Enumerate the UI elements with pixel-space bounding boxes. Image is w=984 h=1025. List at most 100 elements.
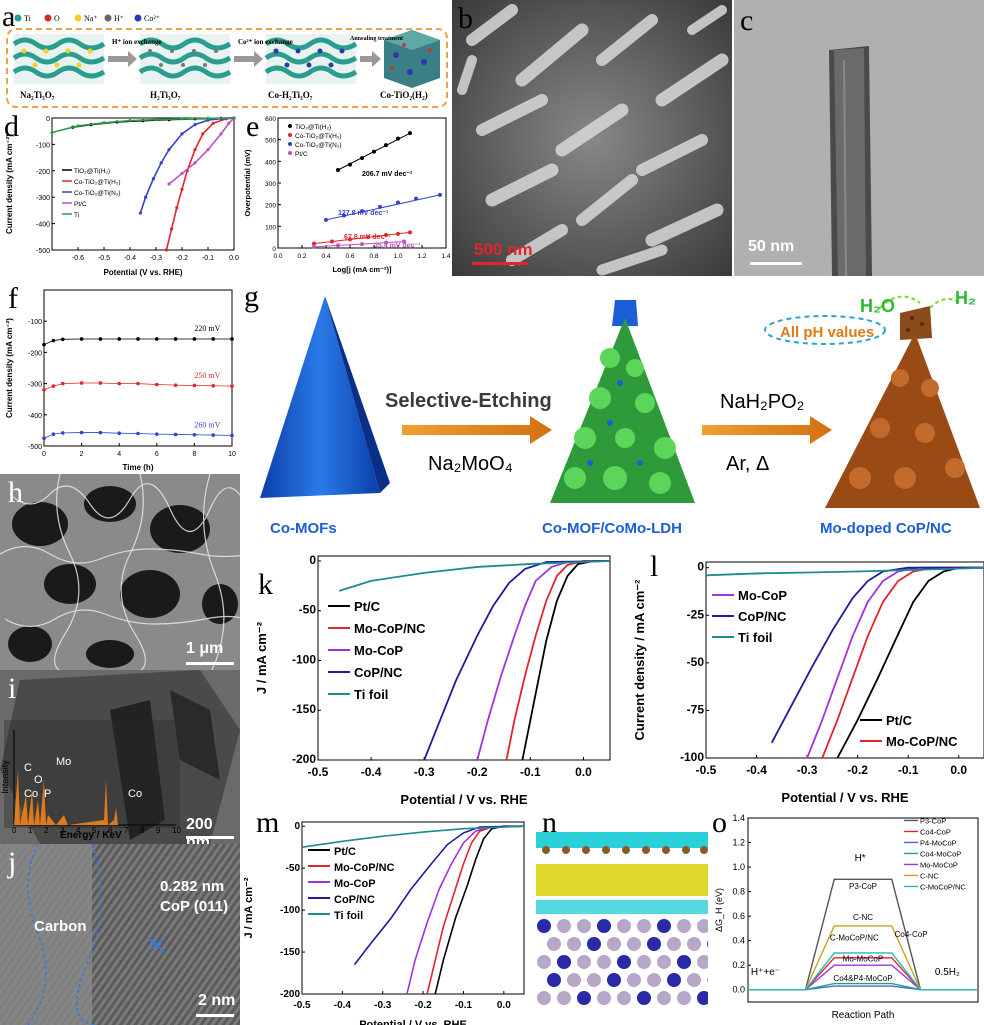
panel-c: c 50 nm (734, 0, 984, 276)
series-line-C-MoCoP/NC (748, 952, 978, 991)
y-tick-label: -500 (36, 248, 50, 255)
atom-sphere (577, 919, 591, 933)
panel-b: b 500 nm (452, 0, 732, 276)
legend-label: Co-TiO₂@Ti(H₂) (74, 179, 121, 186)
y-tick-label: 1.4 (732, 813, 745, 823)
atom-sphere (597, 955, 611, 969)
atom-sphere (557, 991, 571, 1005)
y-axis-label: ΔG_H (eV) (714, 888, 724, 932)
y-tick-label: -150 (292, 702, 316, 716)
data-point (144, 195, 148, 199)
eds-peak-co1: Co (24, 788, 39, 800)
data-point (159, 161, 163, 165)
panel-k: -0.5 -0.4 -0.3 -0.2 -0.1 0.0 -200 -150 -100 -50 0 P… (240, 542, 630, 810)
panel-g: g (240, 278, 984, 542)
legend-marker (288, 151, 292, 155)
eds-tick-label: 9 (156, 826, 161, 835)
scale-bar (186, 662, 234, 665)
scale-bar (472, 262, 528, 265)
state-label: H* (855, 853, 866, 864)
panel-a: a Ti O Na⁺ H⁺ Co²⁺ (0, 0, 450, 108)
data-point (175, 206, 179, 210)
data-point (117, 381, 121, 386)
y-tick-label: -75 (687, 702, 705, 716)
legend-label: TiO₂@Ti(H₂) (295, 124, 331, 131)
panel-label-e: e (246, 110, 260, 143)
atom-sphere (537, 991, 551, 1005)
eds-tick-label: 5 (92, 826, 97, 835)
y-tick-label: 1.0 (732, 862, 745, 872)
ph-ellipse (764, 315, 886, 345)
data-point (50, 130, 54, 135)
scale-bar (186, 836, 234, 839)
y-tick-label: -50 (286, 863, 301, 874)
data-point (98, 430, 103, 435)
data-point (42, 436, 46, 440)
co-mof-pyramid (260, 296, 380, 498)
y-tick-label: -100 (680, 750, 704, 764)
x-tick-label: -0.1 (520, 765, 541, 779)
carbon-label: Carbon (34, 918, 87, 935)
x-tick-label: 1.0 (393, 253, 402, 260)
data-point (192, 337, 197, 341)
x-tick-label: 8 (192, 451, 196, 458)
synthesis-scheme: Ti O Na⁺ H⁺ Co²⁺ (12, 14, 440, 100)
atom-sphere (597, 919, 611, 933)
atom-sphere (537, 919, 551, 933)
structure-h2ti3o7 (138, 34, 232, 84)
y-tick-label: 500 (265, 138, 276, 145)
y-tick-label: 100 (265, 224, 276, 231)
panel-label-g: g (244, 280, 259, 313)
scale-bar (750, 262, 802, 265)
mo-doped-cop-pyramid (825, 306, 980, 508)
panel-label-n: n (542, 808, 557, 839)
x-axis-label: Reaction Path (832, 1010, 895, 1021)
x-tick-label: 0.6 (345, 253, 354, 260)
data-point (232, 116, 236, 120)
eds-peak-co2: Co (128, 788, 143, 800)
scale-bar (196, 1014, 234, 1017)
slope-label: 127.8 mV dec⁻¹ (338, 210, 389, 217)
legend-label: CoP/NC (738, 609, 787, 624)
data-point (167, 148, 171, 152)
x-tick-label: -0.4 (361, 765, 382, 779)
y-tick-label: 300 (265, 181, 276, 188)
y-tick-label: -300 (28, 382, 42, 389)
legend-swatch (104, 14, 112, 22)
y-axis-label: Current density (mA cm⁻²) (5, 318, 14, 418)
annotation: C-MoCoP/NC (830, 934, 879, 943)
data-point (136, 381, 140, 386)
legend-swatch (14, 14, 22, 22)
data-point (173, 432, 178, 437)
eds-peak-o: O (34, 774, 43, 786)
eds-tick-label: 7 (124, 826, 129, 835)
legend-swatch (74, 14, 82, 22)
arrow-label-1: H⁺ ion exchange (112, 38, 162, 46)
data-point (138, 211, 142, 215)
scale-bar-label: 1 μm (186, 640, 224, 657)
x-tick-label: -0.2 (847, 763, 868, 777)
atom-sphere (677, 919, 691, 933)
y-axis-label: Current density (mA cm⁻²) (5, 134, 14, 234)
panel-l: -0.5 -0.4 -0.3 -0.2 -0.1 0.0 -100 -75 -50 -25 0 Pot… (630, 542, 984, 810)
chart-l-polarization: -0.5 -0.4 -0.3 -0.2 -0.1 0.0 -100 -75 -50 -25 0 Pot… (632, 560, 984, 805)
data-point (51, 384, 56, 388)
data-point (193, 161, 197, 165)
series-line-Mo-CoP (476, 560, 611, 761)
series-line-Mo-CoP (806, 566, 984, 759)
data-point (193, 123, 197, 127)
atom-sphere (687, 937, 701, 951)
data-point (155, 382, 159, 387)
data-point (173, 337, 178, 341)
data-point (230, 433, 234, 438)
x-tick-label: 0.4 (321, 253, 330, 260)
atom-sphere (577, 991, 591, 1005)
panel-d: -0.6 -0.5 -0.4 -0.3 -0.2 -0.1 0.0 -500 -400 -300 -… (0, 108, 240, 278)
series-line-Mo-CoP/NC (821, 566, 984, 759)
x-tick-label: -0.3 (797, 763, 818, 777)
legend-label: Ti (24, 14, 32, 23)
panel-o: 0.0 0.2 0.4 0.6 0.8 1.0 1.2 1.4 Reaction Path ΔG_… (708, 808, 984, 1025)
y-tick-label: 0 (294, 821, 300, 832)
legend-label: Ti foil (738, 630, 772, 645)
y-tick-label: 600 (265, 116, 276, 123)
